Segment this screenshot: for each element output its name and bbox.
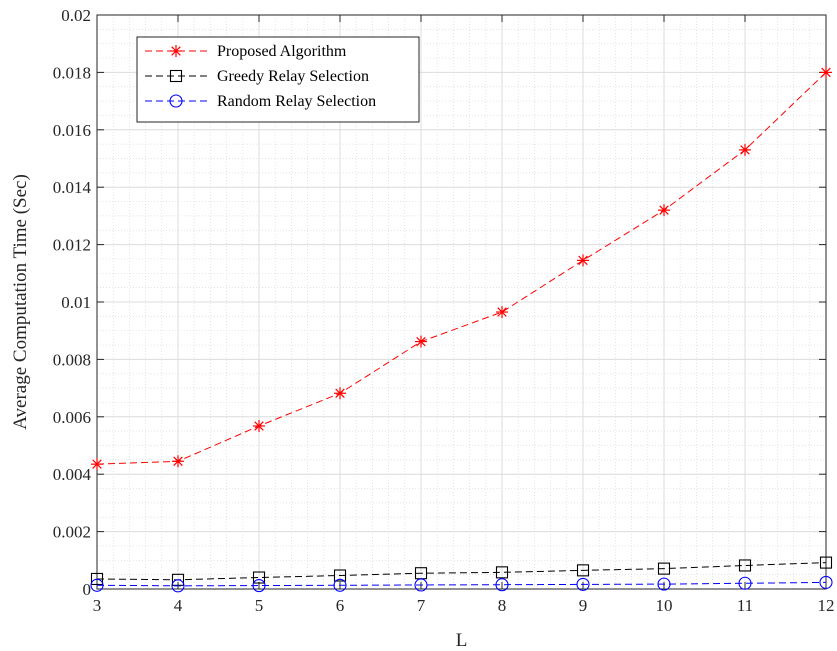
y-tick-label: 0.01 [61,293,91,312]
data-point [495,566,509,579]
data-point [171,573,185,586]
x-tick-label: 11 [737,596,753,615]
data-point [819,556,833,569]
x-tick-label: 7 [417,596,426,615]
data-point [496,306,508,319]
data-point [576,564,590,577]
data-point [657,562,671,575]
y-tick-label: 0.002 [53,523,91,542]
y-tick-label: 0.008 [53,350,91,369]
y-tick-label: 0.02 [61,6,91,25]
data-point [739,143,751,156]
data-point [252,579,266,593]
series-square [90,556,833,586]
series-circle [90,575,833,593]
x-tick-label: 3 [93,596,102,615]
x-tick-label: 4 [174,596,183,615]
y-tick-label: 0.018 [53,63,91,82]
data-point [657,577,671,591]
legend-label: Proposed Algorithm [217,43,347,60]
data-point [820,66,832,79]
x-tick-label: 12 [818,596,835,615]
data-point [171,579,185,593]
data-point [252,571,266,584]
data-point [90,572,104,586]
data-point [333,569,347,582]
data-point [819,575,833,589]
y-tick-label: 0.006 [53,408,91,427]
legend-label: Random Relay Selection [217,93,376,110]
legend-marker [169,94,183,108]
legend-marker [169,69,183,83]
x-tick-label: 9 [579,596,588,615]
y-tick-label: 0.014 [53,178,92,197]
legend: Proposed Algorithm Greedy Relay Selection… [136,36,420,123]
data-point [738,559,752,572]
data-point [414,578,428,592]
y-tick-label: 0.004 [53,465,92,484]
data-point [172,455,184,468]
y-tick-label: 0 [83,580,92,599]
legend-item: Greedy Relay Selection [145,68,369,85]
series-line [96,581,827,587]
legend-marker [170,45,182,57]
series-asterisk [91,66,832,471]
series-line [96,72,827,465]
data-point [334,387,346,400]
data-point [577,254,589,267]
x-tick-label: 6 [336,596,345,615]
data-point [415,335,427,348]
data-point [658,204,670,217]
legend-item: Proposed Algorithm [145,43,347,60]
y-tick-label: 0.012 [53,236,91,255]
data-point [91,458,103,471]
y-tick-label: 0.016 [53,121,91,140]
legend-label: Greedy Relay Selection [217,68,369,85]
series-line [96,562,827,581]
data-point [253,419,265,432]
x-tick-label: 8 [498,596,507,615]
data-point [738,576,752,590]
x-axis-label: L [456,630,468,651]
y-axis-label: Average Computation Time (Sec) [10,174,31,430]
data-point [90,578,104,592]
y-axis: 0 0.002 0.004 0.006 0.008 0.01 0.012 0.014 0.016… [53,6,826,599]
legend-item: Random Relay Selection [145,93,376,110]
x-tick-label: 10 [656,596,673,615]
data-point [333,578,347,592]
data-point [495,578,509,592]
series-layer [90,66,833,593]
data-point [576,577,590,591]
x-tick-label: 5 [255,596,264,615]
